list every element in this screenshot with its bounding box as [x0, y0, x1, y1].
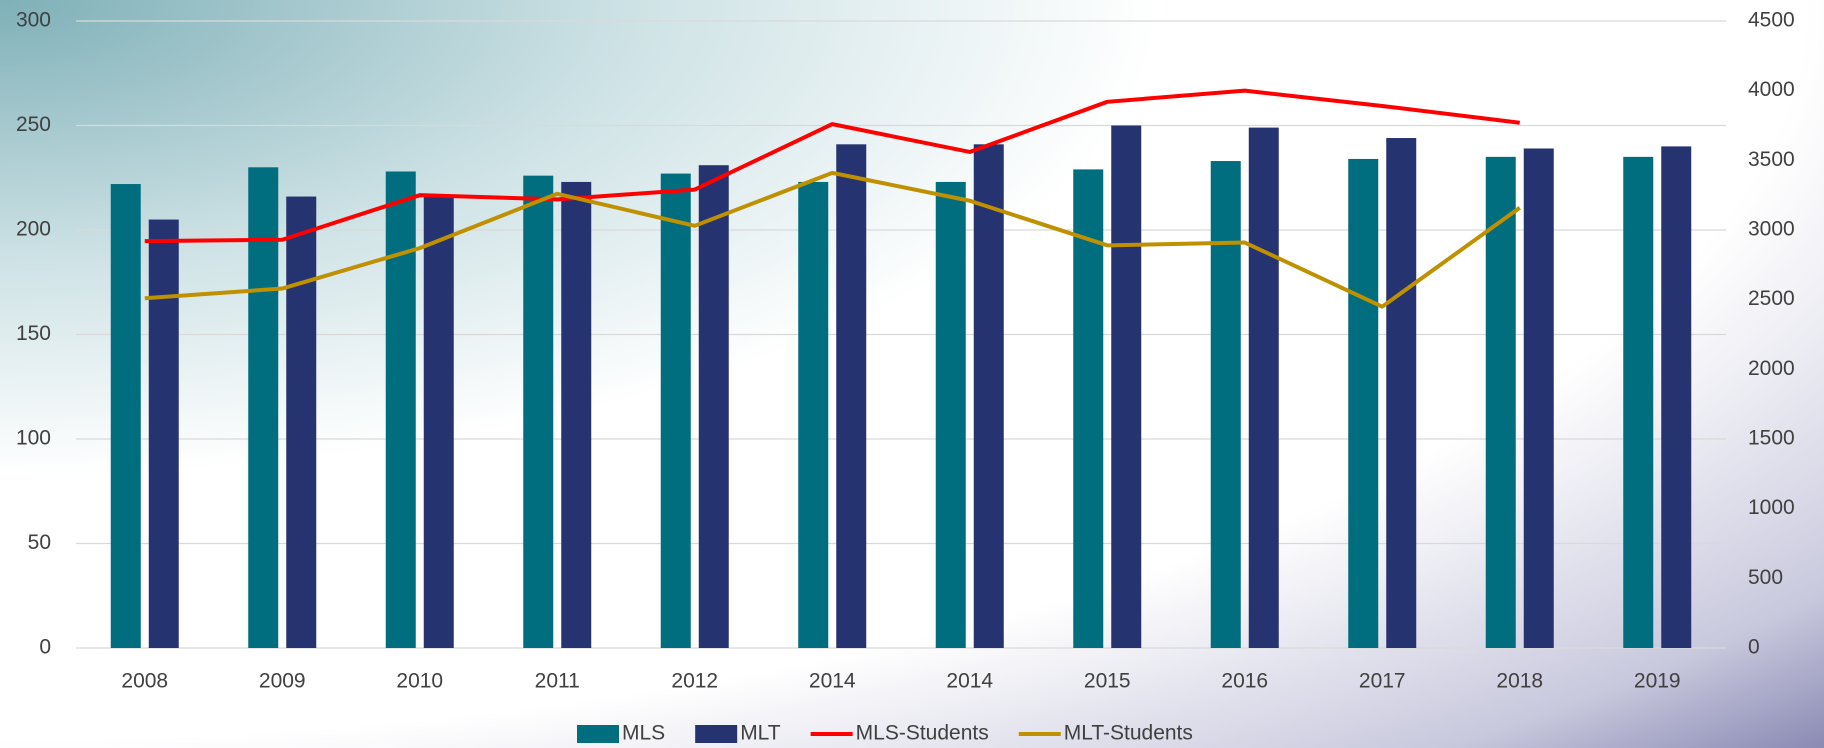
y2-tick-label: 2000	[1748, 357, 1795, 380]
x-tick-label: 2011	[535, 670, 580, 693]
y2-tick-label: 4500	[1748, 9, 1795, 32]
legend-label: MLT-Students	[1064, 722, 1193, 745]
bar	[1623, 156, 1654, 648]
bar	[1111, 125, 1142, 648]
y-tick-label: 150	[16, 322, 51, 345]
y-tick-label: 50	[28, 531, 51, 554]
bar	[248, 167, 279, 649]
bar	[1210, 161, 1241, 648]
y2-tick-label: 1500	[1748, 427, 1795, 450]
y2-tick-label: 2500	[1748, 287, 1795, 310]
bar	[935, 181, 966, 648]
bar	[1523, 148, 1554, 649]
x-tick-label: 2009	[259, 670, 306, 693]
legend-label: MLT	[740, 722, 781, 745]
bar	[836, 144, 867, 648]
bar	[1661, 146, 1692, 648]
y-tick-label: 300	[16, 9, 51, 32]
bar	[698, 165, 729, 648]
line	[144, 170, 1521, 309]
x-tick-label: 2010	[396, 670, 443, 693]
x-tick-label: 2012	[671, 670, 718, 693]
x-tick-label: 2014	[809, 670, 856, 693]
bar	[523, 175, 554, 648]
x-tick-label: 2008	[121, 670, 168, 693]
bar	[423, 194, 454, 648]
legend-swatch	[577, 725, 619, 743]
y-tick-label: 250	[16, 113, 51, 136]
bar	[660, 173, 691, 648]
bar	[110, 184, 141, 648]
x-tick-label: 2014	[946, 670, 993, 693]
bar	[1485, 156, 1516, 648]
x-tick-label: 2019	[1634, 670, 1681, 693]
y2-tick-label: 4000	[1748, 78, 1795, 101]
bar	[286, 196, 317, 648]
legend-label: MLS-Students	[856, 722, 989, 745]
bar	[561, 181, 592, 648]
legend-swatch	[695, 725, 738, 743]
legend-label: MLS	[622, 722, 665, 745]
y-tick-label: 0	[39, 636, 51, 659]
y2-tick-label: 500	[1748, 566, 1783, 589]
x-tick-label: 2015	[1084, 670, 1131, 693]
bar	[1248, 127, 1279, 649]
bar	[385, 171, 416, 649]
bar	[1348, 158, 1379, 648]
x-tick-label: 2018	[1496, 670, 1543, 693]
bar	[1386, 138, 1417, 649]
y2-tick-label: 3500	[1748, 148, 1795, 171]
bar	[973, 144, 1004, 648]
y2-tick-label: 3000	[1748, 218, 1795, 241]
line	[144, 88, 1520, 244]
bar	[148, 219, 179, 649]
x-tick-label: 2017	[1359, 670, 1406, 693]
bar	[1073, 169, 1104, 648]
y2-tick-label: 0	[1748, 636, 1760, 659]
y-tick-label: 200	[16, 218, 51, 241]
y2-tick-label: 1000	[1748, 496, 1795, 519]
x-tick-label: 2016	[1221, 670, 1268, 693]
bar	[798, 181, 829, 648]
y-tick-label: 100	[16, 427, 51, 450]
